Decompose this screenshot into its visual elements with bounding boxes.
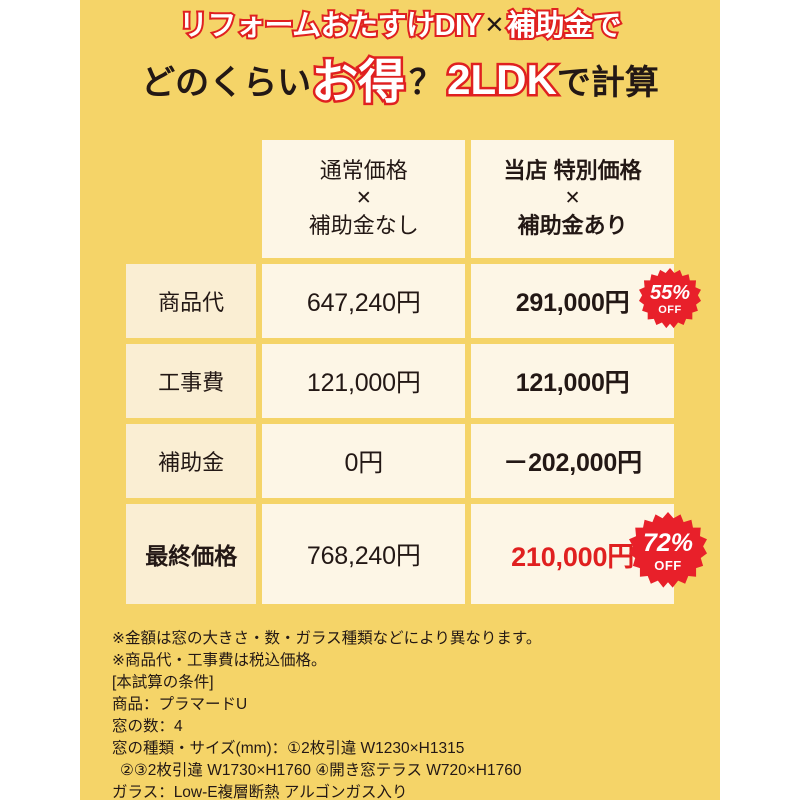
- headline2-prefix: どのくらい: [141, 64, 312, 102]
- row-special-cell: 291,000円 55% OFF: [471, 264, 701, 338]
- row-3-special-value: 210,000円: [511, 541, 635, 572]
- row-special-cell: －202,000円: [471, 424, 674, 498]
- footnote-line: ガラス：Low-E複層断熱 アルゴンガス入り: [112, 784, 408, 800]
- footnote-line: [本試算の条件]: [112, 674, 214, 691]
- row-normal-cell: 768,240円: [262, 504, 466, 604]
- badge-55-off-label: OFF: [658, 303, 682, 316]
- header-normal-times-icon: ✕: [355, 187, 372, 209]
- table-header-special: 当店 特別価格 ✕ 補助金あり: [471, 140, 674, 258]
- row-1-normal-value: 121,000円: [306, 369, 421, 397]
- footnote-line: 商品：プラマードU: [112, 696, 248, 713]
- row-1-label: 工事費: [158, 370, 225, 395]
- row-1-special-value: 121,000円: [515, 369, 630, 397]
- header-normal-line2: 補助金なし: [308, 213, 419, 239]
- row-label-cell: 工事費: [126, 344, 257, 418]
- table-row: 補助金 0円 －202,000円: [126, 424, 674, 498]
- row-label-cell: 最終価格: [126, 504, 257, 604]
- headline-subsidy-text: 補助金で: [505, 8, 624, 44]
- footnote-line: ※金額は窓の大きさ・数・ガラス種類などにより異なります。: [112, 630, 542, 647]
- badge-72-percent: 72%: [642, 528, 694, 557]
- footnotes: ※金額は窓の大きさ・数・ガラス種類などにより異なります。 ※商品代・工事費は税込…: [112, 628, 702, 800]
- header-special-times-icon: ✕: [564, 187, 581, 209]
- headline2-suffix: で計算: [556, 64, 659, 102]
- row-2-special-value: －202,000円: [503, 449, 642, 477]
- discount-badge-72: 72% OFF: [629, 512, 707, 588]
- table-row: 最終価格 768,240円 210,000円 72% OFF: [126, 504, 707, 604]
- footnote-line: ※商品代・工事費は税込価格。: [112, 652, 327, 669]
- row-normal-cell: 121,000円: [262, 344, 466, 418]
- header-special-line1: 当店 特別価格: [503, 158, 642, 184]
- row-0-normal-value: 647,240円: [306, 289, 421, 317]
- row-2-normal-value: 0円: [344, 449, 384, 477]
- table-row: 工事費 121,000円 121,000円: [126, 344, 674, 418]
- headline2-otoku: お得: [309, 53, 408, 111]
- header-normal-line1: 通常価格: [319, 158, 408, 184]
- row-label-cell: 商品代: [126, 264, 257, 338]
- table-corner-cell: [126, 140, 256, 258]
- footnote-line: 窓の種類・サイズ(mm)：①2枚引違 W1230×H1315: [112, 740, 465, 757]
- footnote-line: ②③2枚引違 W1730×H1760 ④開き窓テラス W720×H1760: [120, 762, 522, 779]
- row-2-label: 補助金: [158, 450, 225, 475]
- price-comparison-table: 通常価格 ✕ 補助金なし 当店 特別価格 ✕ 補助金あり: [120, 134, 707, 610]
- headline-times-icon: ✕: [484, 12, 505, 39]
- footnote-line: 窓の数：4: [112, 718, 183, 735]
- discount-badge-55: 55% OFF: [639, 268, 701, 329]
- table-header-row: 通常価格 ✕ 補助金なし 当店 特別価格 ✕ 補助金あり: [126, 140, 674, 258]
- headline-line-2: どのくらいお得 ？2LDKで計算: [80, 53, 720, 111]
- table-row: 商品代 647,240円 291,000円 55% OFF: [126, 264, 701, 338]
- row-special-cell: 121,000円: [471, 344, 674, 418]
- row-3-normal-value: 768,240円: [306, 542, 421, 570]
- badge-72-off-label: OFF: [654, 557, 682, 573]
- headline-line-1: リフォームおたすけDIY ✕ 補助金で: [80, 8, 720, 44]
- row-label-cell: 補助金: [126, 424, 257, 498]
- badge-55-percent: 55%: [649, 281, 691, 304]
- row-special-cell: 210,000円 72% OFF: [471, 504, 707, 604]
- row-normal-cell: 0円: [262, 424, 466, 498]
- row-0-label: 商品代: [158, 290, 225, 315]
- headline2-2ldk: 2LDK: [445, 54, 560, 106]
- header-special-line2: 補助金あり: [517, 213, 628, 239]
- row-3-label: 最終価格: [145, 543, 238, 569]
- headline2-question-mark: ？: [409, 64, 444, 102]
- headline-brand-text: リフォームおたすけDIY: [177, 8, 484, 44]
- row-0-special-value: 291,000円: [515, 289, 630, 317]
- table-header-normal: 通常価格 ✕ 補助金なし: [262, 140, 466, 258]
- row-normal-cell: 647,240円: [262, 264, 466, 338]
- yellow-panel: リフォームおたすけDIY ✕ 補助金で どのくらいお得 ？2LDKで計算 通常価格 ✕…: [80, 0, 720, 800]
